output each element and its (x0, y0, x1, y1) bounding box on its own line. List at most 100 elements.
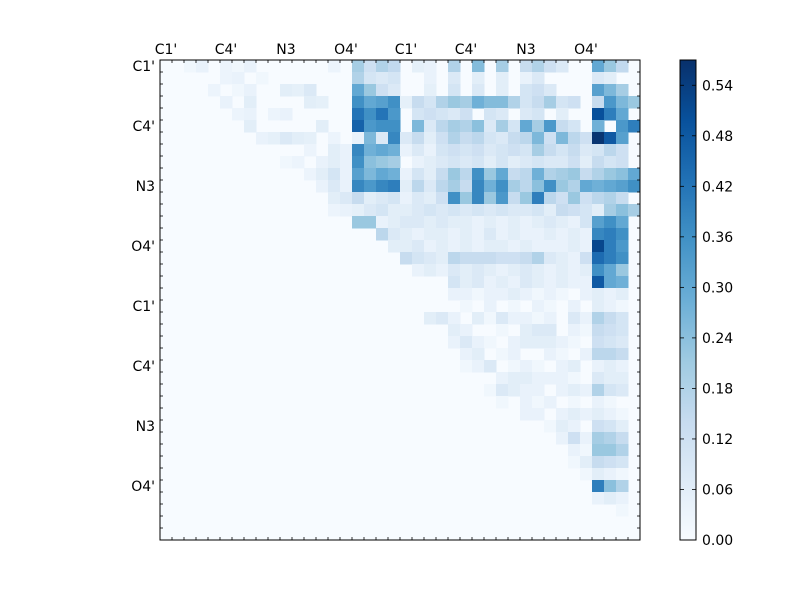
heatmap-cell (616, 192, 629, 205)
heatmap-cell (364, 156, 377, 169)
heatmap-cell (556, 216, 569, 229)
heatmap-cell (448, 312, 461, 325)
heatmap-cell (592, 384, 605, 397)
heatmap-cell (448, 180, 461, 193)
heatmap-cell (496, 396, 509, 409)
heatmap-cell (220, 60, 233, 73)
heatmap-cell (484, 156, 497, 169)
heatmap-cell (520, 132, 533, 145)
heatmap-cell (460, 156, 473, 169)
heatmap-cell (460, 204, 473, 217)
heatmap-cell (592, 156, 605, 169)
heatmap-cell (388, 228, 401, 241)
heatmap-cell (604, 180, 617, 193)
heatmap-cell (484, 144, 497, 157)
heatmap-cell (496, 180, 509, 193)
heatmap-cell (484, 120, 497, 133)
heatmap-cell (220, 96, 233, 109)
heatmap-cell (532, 264, 545, 277)
heatmap-cell (568, 432, 581, 445)
heatmap-cell (604, 156, 617, 169)
heatmap-cell (616, 84, 629, 97)
heatmap-cell (580, 144, 593, 157)
heatmap-cell (388, 120, 401, 133)
y-tick-label: C1' (132, 59, 155, 75)
heatmap-cell (604, 336, 617, 349)
heatmap-cell (520, 60, 533, 73)
heatmap-cell (556, 132, 569, 145)
colorbar-tick-label: 0.36 (702, 230, 733, 246)
heatmap-cell (520, 360, 533, 373)
heatmap-cell (628, 120, 641, 133)
heatmap-cell (532, 60, 545, 73)
heatmap-cell (544, 324, 557, 337)
heatmap-cell (556, 288, 569, 301)
heatmap-cell (352, 216, 365, 229)
heatmap-cell (196, 60, 209, 73)
heatmap-cell (268, 132, 281, 145)
heatmap-cell (544, 288, 557, 301)
heatmap-cell (592, 72, 605, 85)
heatmap-cell (484, 216, 497, 229)
heatmap-cell (484, 336, 497, 349)
x-tick-label: O4' (574, 42, 598, 58)
heatmap-cell (496, 84, 509, 97)
heatmap-cell (532, 72, 545, 85)
heatmap-cell (412, 228, 425, 241)
y-tick-label: C4' (132, 359, 155, 375)
heatmap-cell (244, 120, 257, 133)
heatmap-cell (556, 108, 569, 121)
heatmap-cell (460, 288, 473, 301)
heatmap-cell (424, 204, 437, 217)
heatmap-cell (532, 120, 545, 133)
heatmap-cell (484, 192, 497, 205)
heatmap-cell (352, 60, 365, 73)
heatmap-cell (544, 348, 557, 361)
heatmap-cell (592, 132, 605, 145)
heatmap-cell (388, 72, 401, 85)
colorbar-tick-label: 0.12 (702, 432, 733, 448)
heatmap-cell (592, 204, 605, 217)
heatmap-cell (412, 216, 425, 229)
heatmap-cell (352, 144, 365, 157)
heatmap-cell (604, 372, 617, 385)
heatmap-cell (436, 108, 449, 121)
heatmap-cell (604, 300, 617, 313)
heatmap-cell (556, 336, 569, 349)
heatmap-cell (544, 372, 557, 385)
heatmap-cell (520, 324, 533, 337)
heatmap-cell (544, 144, 557, 157)
heatmap-cell (616, 288, 629, 301)
heatmap-cell (508, 192, 521, 205)
heatmap-cell (340, 192, 353, 205)
heatmap-cell (364, 144, 377, 157)
heatmap-cell (544, 96, 557, 109)
heatmap-cell (604, 72, 617, 85)
heatmap-cell (544, 156, 557, 169)
heatmap-cell (340, 204, 353, 217)
heatmap-cell (508, 144, 521, 157)
heatmap-cell (508, 216, 521, 229)
heatmap-cell (616, 468, 629, 481)
heatmap-cell (628, 180, 641, 193)
heatmap-cell (316, 96, 329, 109)
heatmap-cell (472, 180, 485, 193)
heatmap-cell (604, 264, 617, 277)
heatmap-cell (424, 72, 437, 85)
heatmap-cell (256, 72, 269, 85)
heatmap-cell (532, 240, 545, 253)
heatmap-cell (472, 276, 485, 289)
heatmap-cell (460, 240, 473, 253)
heatmap-cell (388, 84, 401, 97)
heatmap-cell (376, 228, 389, 241)
heatmap-cell (508, 276, 521, 289)
heatmap-cell (448, 132, 461, 145)
heatmap-cell (460, 276, 473, 289)
heatmap-cell (484, 276, 497, 289)
heatmap-cell (460, 264, 473, 277)
heatmap-cell (448, 240, 461, 253)
heatmap-cell (580, 408, 593, 421)
heatmap-cell (520, 336, 533, 349)
heatmap-cell (568, 168, 581, 181)
heatmap-cell (544, 396, 557, 409)
